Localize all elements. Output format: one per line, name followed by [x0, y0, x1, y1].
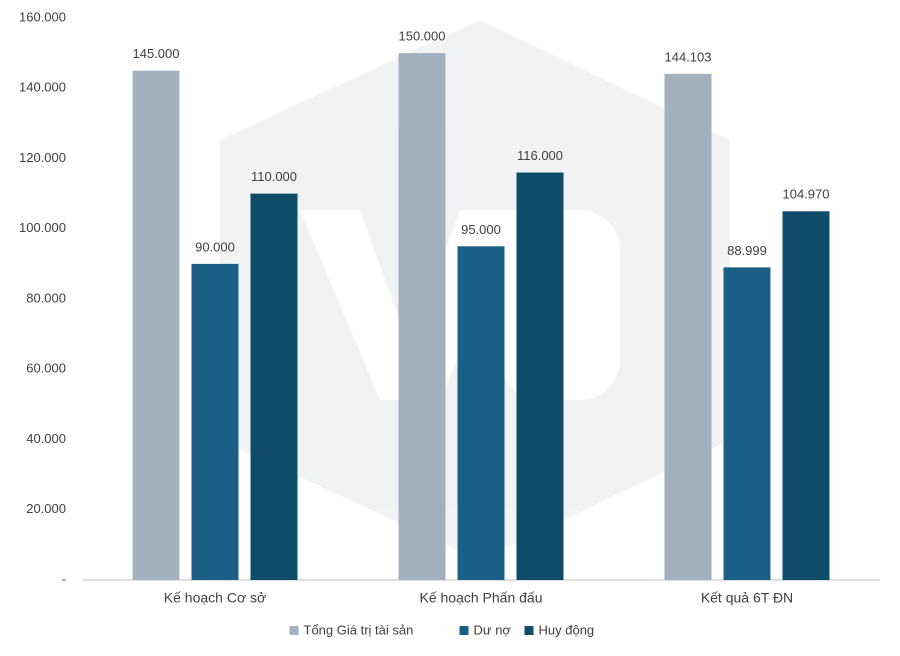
value-label: 90.000 [195, 239, 235, 254]
legend-label: Dư nợ [474, 622, 512, 637]
bar [191, 263, 239, 580]
y-tick-label: 60.000 [26, 361, 66, 376]
x-tick-label: Kế hoạch Cơ sở [164, 590, 266, 606]
y-tick-label: 160.000 [19, 9, 66, 24]
bar [723, 267, 771, 580]
y-tick-label: 140.000 [19, 80, 66, 95]
value-label: 150.000 [399, 29, 446, 44]
bar [250, 193, 298, 580]
x-tick-label: Kế hoạch Phấn đấu [420, 590, 543, 606]
value-label: 116.000 [517, 148, 563, 163]
value-label: 104.970 [783, 187, 830, 202]
y-tick-label: 40.000 [26, 431, 66, 446]
y-tick-label: 120.000 [19, 150, 66, 165]
legend-label: Huy động [539, 622, 595, 637]
y-tick-label: 80.000 [26, 290, 66, 305]
value-label: 95.000 [461, 222, 501, 237]
bar [398, 53, 446, 580]
value-label: 110.000 [251, 169, 297, 184]
value-label: 144.103 [665, 49, 712, 64]
y-tick-label: - [62, 571, 66, 586]
bar [516, 172, 564, 581]
y-tick-label: 20.000 [26, 501, 66, 516]
legend-swatch [524, 626, 534, 635]
bar [457, 246, 505, 580]
bar [132, 70, 180, 580]
value-label: 145.000 [133, 46, 180, 61]
legend-swatch [289, 626, 299, 635]
bar [664, 73, 712, 581]
bar [782, 211, 830, 580]
legend-swatch [459, 626, 469, 635]
x-tick-label: Kết quả 6T ĐN [701, 590, 793, 606]
value-label: 88.999 [727, 243, 767, 258]
y-tick-label: 100.000 [19, 220, 66, 235]
legend-label: Tổng Giá trị tài sản [304, 622, 414, 637]
